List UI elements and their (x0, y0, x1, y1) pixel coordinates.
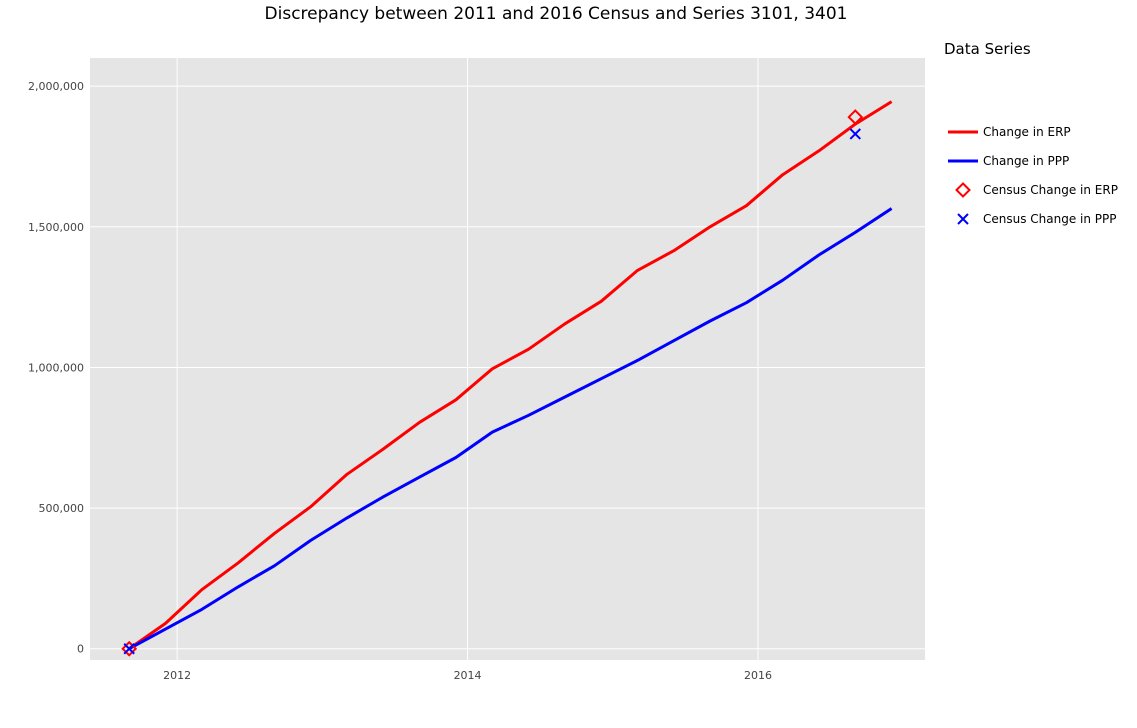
legend[interactable]: Data Series Change in ERP Change in PPP Ce… (944, 40, 1118, 226)
legend-item-change-in-erp[interactable]: Change in ERP (948, 125, 1071, 139)
legend-label: Census Change in PPP (983, 212, 1117, 226)
y-tick-label: 1,500,000 (28, 221, 84, 234)
x-tick-label: 2014 (454, 669, 482, 682)
y-axis: 0 500,000 1,000,000 1,500,000 2,000,000 (28, 80, 84, 656)
x-tick-label: 2016 (744, 669, 772, 682)
x-axis: 2012 2014 2016 (163, 669, 772, 682)
data-point-census-change-in-ppp (123, 643, 135, 655)
data-point-census-change-in-ppp (849, 128, 862, 140)
legend-title: Data Series (944, 40, 1031, 58)
grid (90, 58, 925, 660)
series-layer (121, 100, 893, 657)
legend-item-change-in-ppp[interactable]: Change in PPP (948, 154, 1069, 168)
legend-label: Change in PPP (983, 154, 1069, 168)
legend-item-census-change-in-ppp[interactable]: Census Change in PPP (957, 212, 1117, 226)
series-line-change-in-erp (128, 100, 893, 650)
x-tick-label: 2012 (163, 669, 191, 682)
y-tick-label: 1,000,000 (28, 361, 84, 374)
series-line-change-in-ppp (128, 207, 893, 651)
legend-swatch (955, 182, 971, 198)
legend-item-census-change-in-erp[interactable]: Census Change in ERP (955, 182, 1118, 198)
legend-label: Census Change in ERP (983, 183, 1118, 197)
chart-title: Discrepancy between 2011 and 2016 Census… (265, 4, 848, 24)
legend-swatch (957, 213, 969, 225)
y-tick-label: 500,000 (39, 502, 85, 515)
y-tick-label: 0 (77, 643, 84, 656)
legend-label: Change in ERP (983, 125, 1071, 139)
data-point-census-change-in-erp (121, 640, 138, 657)
y-tick-label: 2,000,000 (28, 80, 84, 93)
data-point-census-change-in-erp (847, 109, 864, 125)
